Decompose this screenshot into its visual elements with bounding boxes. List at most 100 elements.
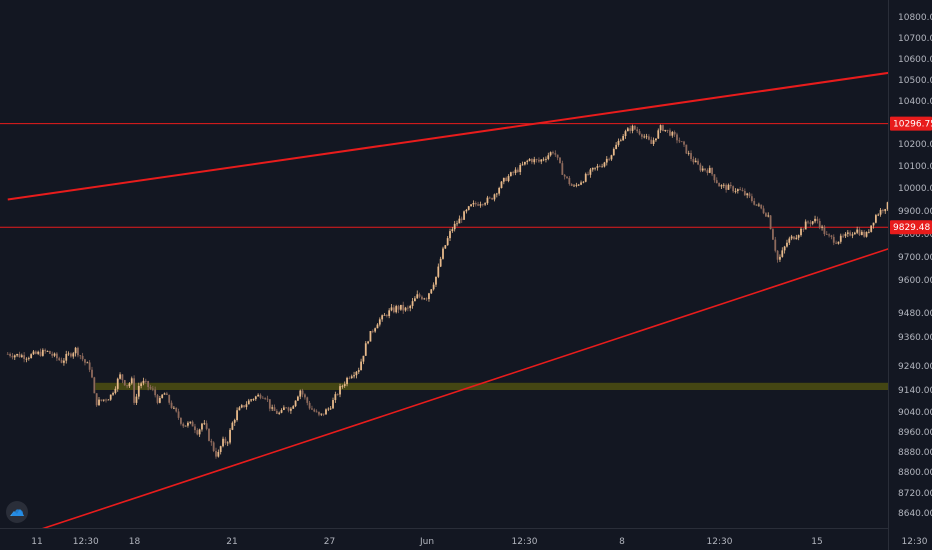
candle-body	[755, 204, 758, 206]
candle-body	[781, 250, 784, 257]
candle-body	[250, 399, 253, 401]
candle-body	[842, 235, 845, 237]
candle-body	[765, 213, 767, 217]
candle-body	[706, 170, 709, 173]
candle-body	[23, 355, 26, 359]
candle-body	[208, 428, 210, 441]
candle-body	[27, 358, 30, 359]
candle-body	[346, 377, 348, 385]
candle-body	[722, 184, 725, 186]
candle-body	[201, 423, 203, 430]
candle-body	[652, 140, 655, 144]
candle-body	[126, 385, 128, 387]
candle-body	[650, 139, 653, 144]
candle-body	[821, 226, 823, 228]
candle-body	[622, 136, 625, 141]
candle-body	[86, 362, 89, 364]
candle-body	[523, 161, 526, 165]
candle-body	[488, 197, 491, 199]
candle-body	[509, 172, 512, 177]
candle-body	[240, 405, 243, 408]
candle-body	[514, 169, 517, 173]
y-tick-label: 8640.00	[898, 509, 932, 519]
candle-body	[198, 429, 201, 435]
candle-body	[729, 184, 732, 187]
candle-body	[874, 215, 877, 223]
candle-body	[786, 242, 788, 247]
candle-body	[809, 222, 812, 224]
candle-body	[395, 306, 398, 313]
candle-body	[416, 294, 419, 299]
y-tick-label: 8960.00	[898, 428, 932, 438]
candle-body	[788, 238, 791, 243]
candle-body	[444, 245, 447, 249]
tradingview-logo[interactable]	[6, 501, 28, 523]
candle-body	[172, 407, 175, 409]
candle-body	[41, 349, 44, 356]
candle-body	[231, 422, 234, 430]
candle-body	[219, 446, 222, 452]
candle-body	[559, 157, 561, 164]
candle-body	[63, 360, 65, 363]
candle-body	[266, 398, 269, 400]
candle-body	[495, 193, 498, 195]
candle-body	[493, 194, 496, 200]
candle-body	[711, 167, 713, 175]
candle-body	[666, 129, 669, 131]
candle-body	[105, 399, 107, 401]
candle-body	[435, 276, 437, 285]
candle-body	[273, 407, 276, 411]
candle-body	[498, 188, 501, 194]
candle-body	[449, 231, 451, 239]
candle-body	[823, 226, 826, 235]
candle-body	[25, 358, 28, 360]
candle-body	[685, 144, 688, 154]
support-trend-line	[42, 248, 888, 528]
x-tick-label: 18	[129, 537, 141, 547]
candle-body	[776, 250, 779, 260]
candle-body	[294, 400, 297, 407]
candle-body	[135, 396, 138, 403]
candle-body	[215, 450, 217, 457]
candle-body	[203, 423, 206, 425]
candle-body	[133, 378, 136, 403]
candle-body	[112, 393, 114, 395]
candle-body	[732, 186, 735, 192]
candle-body	[795, 237, 798, 240]
candle-body	[259, 394, 262, 398]
candle-body	[467, 206, 470, 210]
candle-body	[863, 231, 866, 237]
candle-body	[680, 141, 683, 143]
candle-body	[168, 395, 171, 403]
candle-body	[292, 406, 295, 409]
y-tick-label: 10400.00	[898, 97, 932, 107]
candle-body	[196, 430, 199, 435]
candle-body	[367, 341, 370, 344]
candle-body	[624, 131, 627, 137]
candle-body	[484, 203, 487, 205]
candle-body	[757, 204, 760, 206]
candle-body	[343, 384, 346, 386]
candle-body	[610, 155, 613, 160]
candle-body	[442, 248, 444, 259]
candle-body	[566, 176, 568, 178]
candle-body	[6, 353, 9, 355]
candle-body	[318, 411, 320, 415]
candle-body	[264, 398, 267, 399]
candle-body	[608, 158, 611, 160]
candle-body	[612, 149, 615, 156]
candle-body	[102, 399, 105, 401]
candle-body	[161, 394, 164, 398]
candle-body	[163, 393, 166, 395]
candle-body	[217, 451, 220, 457]
candle-body	[797, 235, 800, 238]
candle-body	[409, 305, 412, 309]
candle-body	[783, 246, 786, 251]
candle-body	[226, 442, 229, 444]
price-badge-label: 9829.48	[893, 223, 930, 233]
candle-body	[865, 231, 868, 237]
candle-body	[767, 215, 770, 217]
candle-body	[460, 218, 463, 220]
candle-body	[772, 229, 774, 240]
candle-body	[446, 238, 449, 246]
